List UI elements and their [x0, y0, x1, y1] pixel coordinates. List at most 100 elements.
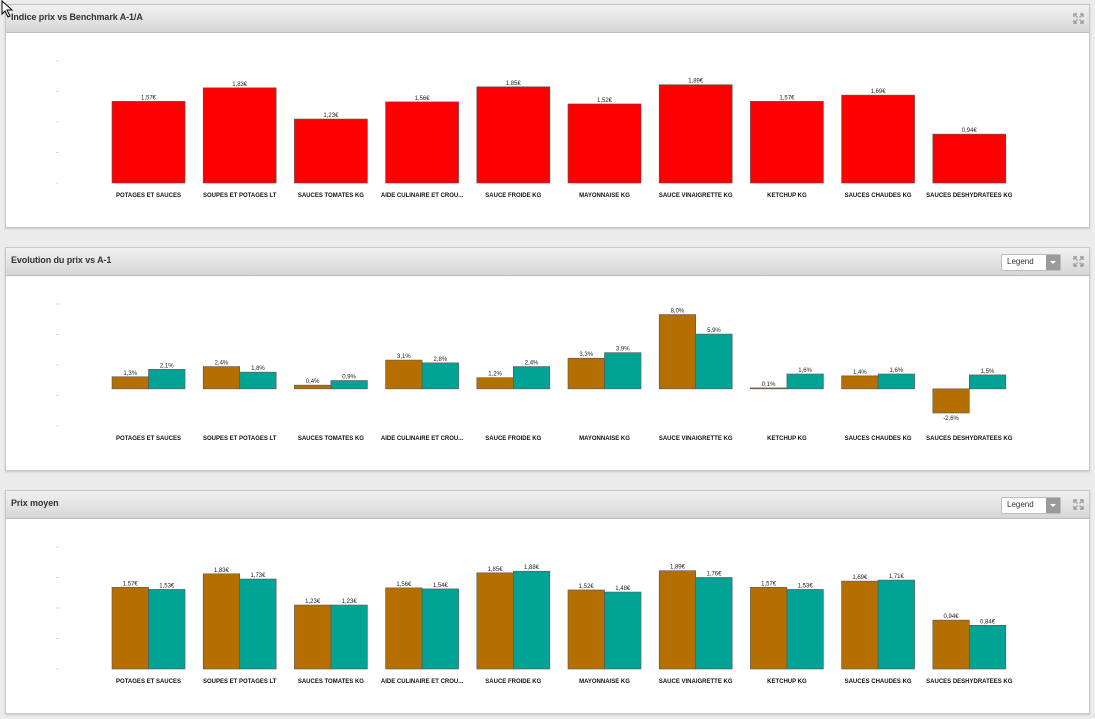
bar[interactable]	[750, 587, 788, 670]
bar[interactable]	[932, 619, 970, 670]
category-label: SOUPES ET POTAGES LT	[203, 436, 277, 442]
bar[interactable]	[330, 604, 368, 670]
bar[interactable]	[750, 101, 824, 184]
data-label: 1,23€	[323, 113, 339, 119]
category-label: SOUPES ET POTAGES LT	[203, 193, 277, 199]
bar[interactable]	[202, 573, 240, 670]
bar[interactable]	[385, 587, 423, 670]
bar[interactable]	[239, 578, 277, 670]
data-label: 1,83€	[232, 82, 248, 88]
bar[interactable]	[841, 94, 915, 184]
bar[interactable]	[841, 580, 879, 670]
category-label: SAUCES TOMATES KG	[298, 193, 364, 199]
panel-average-price: Prix moyen Legend 1,57€ 1,53€ POTAGES ET S…	[5, 490, 1090, 714]
bar[interactable]	[239, 371, 277, 390]
data-label: 1,53€	[798, 583, 814, 589]
bar[interactable]	[968, 625, 1007, 670]
bar[interactable]	[294, 118, 368, 184]
bar[interactable]	[111, 587, 149, 670]
data-label: 1,52€	[579, 584, 595, 590]
panel-price-evolution: Evolution du prix vs A-1 Legend 1,3% 2,1%…	[5, 247, 1090, 471]
bar[interactable]	[111, 101, 186, 184]
bar[interactable]	[786, 373, 824, 390]
bar[interactable]	[202, 366, 240, 390]
chevron-down-icon[interactable]	[1046, 498, 1060, 513]
data-label: 1,69€	[852, 575, 868, 581]
data-label: 1,76€	[706, 571, 722, 577]
data-label: 1,69€	[871, 89, 887, 95]
data-label: -2,6%	[943, 416, 959, 422]
bar[interactable]	[294, 604, 332, 670]
legend-dropdown[interactable]: Legend	[1001, 497, 1061, 514]
expand-icon[interactable]	[1073, 13, 1084, 24]
bar[interactable]	[695, 333, 733, 390]
panel-header: Evolution du prix vs A-1 Legend	[6, 248, 1089, 276]
bar[interactable]	[202, 87, 277, 184]
category-label: KETCHUP KG	[767, 679, 807, 685]
data-label: 1,57€	[141, 95, 157, 101]
bar[interactable]	[330, 380, 368, 390]
expand-icon[interactable]	[1073, 499, 1084, 510]
bar[interactable]	[148, 369, 186, 390]
chart-price-index: 1,57€ POTAGES ET SAUCES 1,83€ SOUPES ET POT…	[56, 60, 1013, 199]
bar[interactable]	[512, 570, 551, 670]
bar[interactable]	[476, 572, 514, 670]
data-label: 1,6%	[890, 368, 904, 374]
bar[interactable]	[658, 570, 697, 670]
mouse-cursor-icon	[1, 0, 14, 18]
bar[interactable]	[604, 591, 642, 670]
data-label: 2,1%	[160, 363, 174, 369]
data-label: 3,9%	[616, 347, 630, 353]
data-label: 1,57€	[123, 581, 139, 587]
bar[interactable]	[658, 84, 733, 184]
data-label: 1,4%	[853, 370, 867, 376]
category-label: SAUCES DESHYDRATEES KG	[926, 436, 1013, 442]
chevron-down-icon[interactable]	[1046, 255, 1060, 270]
bar[interactable]	[841, 375, 879, 390]
category-label: SAUCE FROIDE KG	[485, 679, 541, 685]
bar[interactable]	[877, 373, 915, 390]
data-label: 1,89€	[688, 79, 704, 85]
bar[interactable]	[111, 376, 149, 390]
legend-dropdown[interactable]: Legend	[1001, 254, 1061, 271]
category-label: AIDE CULINAIRE ET CROU...	[381, 436, 464, 442]
expand-icon[interactable]	[1073, 256, 1084, 267]
data-label: 1,56€	[415, 96, 431, 102]
data-label: 0,94€	[944, 614, 960, 620]
bar[interactable]	[604, 352, 642, 390]
bar[interactable]	[877, 579, 915, 670]
data-label: 1,56€	[396, 582, 412, 588]
category-label: POTAGES ET SAUCES	[116, 679, 181, 685]
bar[interactable]	[750, 387, 788, 390]
bar[interactable]	[512, 366, 551, 390]
data-label: 1,5%	[981, 369, 995, 375]
data-label: 1,71€	[889, 574, 905, 580]
bar[interactable]	[658, 314, 697, 390]
bar[interactable]	[476, 377, 514, 390]
category-label: SAUCE FROIDE KG	[485, 436, 541, 442]
bar[interactable]	[148, 589, 186, 670]
chart-average-price: 1,57€ 1,53€ POTAGES ET SAUCES 1,83€ 1,73€ SOU…	[56, 546, 1013, 685]
bar[interactable]	[968, 374, 1007, 390]
bar[interactable]	[421, 362, 459, 390]
bar[interactable]	[932, 388, 970, 414]
bar[interactable]	[476, 86, 551, 184]
bar[interactable]	[385, 359, 423, 390]
bar[interactable]	[695, 577, 733, 670]
bar[interactable]	[294, 384, 332, 390]
data-label: 1,48€	[615, 586, 631, 592]
data-label: 0,9%	[342, 375, 356, 381]
bar[interactable]	[932, 133, 1007, 184]
bar[interactable]	[786, 589, 824, 670]
bar[interactable]	[385, 101, 459, 184]
bar[interactable]	[567, 103, 642, 184]
bar[interactable]	[567, 357, 605, 390]
category-label: SOUPES ET POTAGES LT	[203, 679, 277, 685]
bar[interactable]	[421, 588, 459, 670]
panel-title: Prix moyen	[11, 498, 59, 508]
data-label: 0,94€	[962, 128, 978, 134]
category-label: POTAGES ET SAUCES	[116, 193, 181, 199]
data-label: 3,3%	[579, 352, 593, 358]
bar[interactable]	[567, 589, 605, 670]
data-label: 2,4%	[215, 361, 229, 367]
